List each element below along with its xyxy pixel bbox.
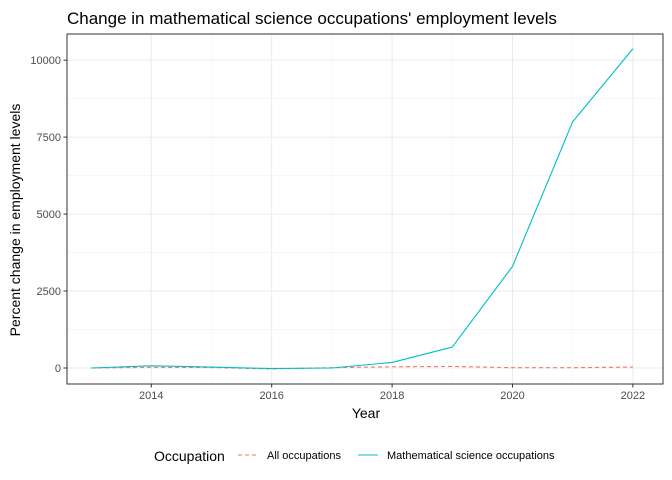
panel-background [67,34,663,384]
y-axis-ticks: 0 2500 5000 7500 10000 [30,55,67,375]
plot-panel [67,34,663,384]
chart-title: Change in mathematical science occupatio… [67,9,557,28]
legend-title: Occupation [154,448,225,464]
y-tick-label: 0 [55,363,61,375]
y-tick-label: 2500 [37,286,61,298]
series-line-1 [91,365,633,370]
panel-border [66,33,664,385]
series-line-2 [91,48,634,370]
minor-gridlines [67,34,663,384]
x-tick-label: 2022 [621,390,645,402]
series-lines [91,48,634,370]
legend-label-1: All occupations [267,450,341,462]
x-tick-label: 2014 [139,390,163,402]
x-tick-label: 2018 [380,390,404,402]
x-axis-title: Year [352,405,381,421]
y-tick-label: 7500 [37,132,61,144]
legend-label-2: Mathematical science occupations [387,450,555,462]
y-tick-label: 10000 [30,55,61,67]
y-axis-title: Percent change in employment levels [7,104,23,337]
x-axis-ticks: 2014 2016 2018 2020 2022 [139,384,645,402]
x-tick-label: 2020 [500,390,524,402]
y-tick-label: 5000 [37,209,61,221]
legend: Occupation All occupations Mathematical s… [154,448,555,464]
x-tick-label: 2016 [259,390,283,402]
panel-outline [66,33,664,385]
